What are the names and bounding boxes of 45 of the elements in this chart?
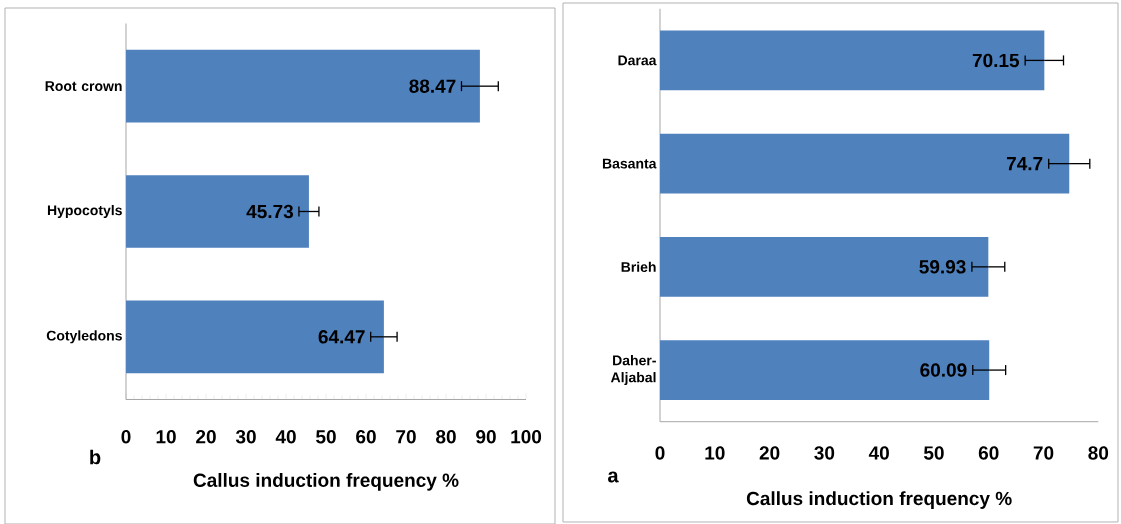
x-tick-label: 60 [356, 430, 376, 444]
x-tick-label: 10 [705, 446, 725, 460]
bar [660, 133, 1070, 194]
data-label: 59.93 [919, 260, 966, 274]
data-label: 74.7 [1006, 157, 1043, 171]
x-tick-label: 90 [476, 430, 496, 444]
data-label: 88.47 [409, 79, 456, 93]
y-tick-label: Daraa [618, 55, 657, 66]
y-tick-label: Basanta [602, 158, 657, 169]
data-label: 60.09 [920, 363, 967, 377]
y-tick-label: Root crown [45, 81, 122, 92]
bar [660, 236, 989, 297]
text: b [90, 449, 101, 465]
x-tick-label: 0 [655, 446, 665, 460]
x-tick-label: 70 [396, 430, 416, 444]
y-tick-label: Hypocotyls [47, 204, 122, 219]
data-label: 45.73 [246, 204, 294, 219]
bar [126, 49, 480, 123]
x-tick-label: 70 [1033, 446, 1054, 460]
x-tick-label: 10 [156, 430, 176, 444]
x-tick-label: 30 [814, 446, 835, 460]
x-tick-label: 50 [316, 430, 336, 444]
x-axis-title: Callus induction frequency % [746, 491, 1012, 509]
x-tick-label: 40 [275, 430, 296, 444]
bar [126, 300, 384, 374]
x-tick-label: 60 [978, 446, 999, 460]
bar [660, 30, 1045, 91]
x-tick-label: 0 [121, 430, 131, 444]
x-tick-label: 40 [868, 446, 889, 460]
y-tick-label: Cotyledons [46, 330, 122, 344]
x-tick-label: 20 [196, 430, 216, 444]
x-tick-label: 30 [235, 430, 256, 444]
x-axis-title: Callus induction frequency % [193, 473, 459, 491]
y-tick-label: Daher-Aljabal [610, 355, 656, 386]
y-tick-label: Brieh [621, 261, 656, 272]
x-tick-label: 100 [511, 430, 542, 444]
x-tick-label: 80 [436, 430, 456, 444]
x-tick-label: 20 [759, 446, 780, 460]
data-label: 64.47 [318, 330, 365, 344]
text: a [608, 471, 619, 483]
x-tick-label: 80 [1088, 446, 1109, 460]
x-tick-label: 50 [923, 446, 944, 460]
bar [660, 340, 990, 401]
data-label: 70.15 [972, 53, 1020, 68]
bar [126, 175, 309, 248]
